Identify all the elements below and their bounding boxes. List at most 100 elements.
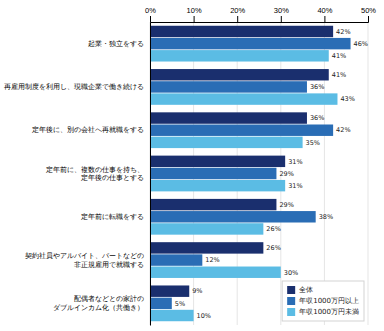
bar xyxy=(150,50,329,61)
legend-swatch xyxy=(287,297,295,305)
y-tick-label-line: 起業・独立をする xyxy=(88,40,144,48)
y-tick-label: 定年前に転職をする xyxy=(81,213,144,221)
x-tick-label: 50% xyxy=(361,6,376,15)
x-tick-label: 0% xyxy=(145,6,156,15)
bar xyxy=(150,310,194,321)
y-tick-label-line: ダブルインカム化（共働き） xyxy=(53,304,144,312)
x-tick-mark xyxy=(368,16,369,22)
grid-line xyxy=(150,22,151,325)
y-tick-label: 契約社員やアルバイト、パートなどの非正規雇用で就職する xyxy=(25,252,144,268)
x-tick-label: 30% xyxy=(274,6,289,15)
bar xyxy=(150,93,337,104)
bar xyxy=(150,199,276,210)
data-label: 42% xyxy=(336,28,350,36)
y-tick: 定年後に、別の会社へ再就職をする xyxy=(32,126,150,134)
legend-label: 年収1000万円未満 xyxy=(299,308,359,316)
y-axis: 起業・独立をする再雇用制度を利用し、現職企業で働き続ける定年後に、別の会社へ再就… xyxy=(4,23,151,326)
x-tick: 40% xyxy=(317,6,332,22)
bars xyxy=(150,26,351,321)
x-tick: 0% xyxy=(145,6,156,22)
x-tick: 50% xyxy=(361,6,376,22)
y-tick-label-line: 非正規雇用で就職する xyxy=(74,261,144,269)
y-axis-line xyxy=(150,23,151,326)
bar xyxy=(150,211,316,222)
data-label: 29% xyxy=(279,170,293,178)
data-label: 36% xyxy=(310,83,324,91)
data-label: 41% xyxy=(332,52,346,60)
x-tick-label: 40% xyxy=(317,6,332,15)
y-tick-label-line: 再雇用制度を利用し、現職企業で働き続ける xyxy=(4,83,144,91)
x-tick-label: 10% xyxy=(187,6,202,15)
bar xyxy=(150,112,307,123)
data-label: 43% xyxy=(340,95,354,103)
legend-swatch xyxy=(287,308,295,316)
data-label: 31% xyxy=(288,158,302,166)
y-tick: 定年前に転職をする xyxy=(81,213,150,221)
y-tick: 契約社員やアルバイト、パートなどの非正規雇用で就職する xyxy=(25,252,150,268)
data-label: 38% xyxy=(319,213,333,221)
x-tick-mark xyxy=(194,16,195,22)
bar xyxy=(150,168,276,179)
data-label: 10% xyxy=(197,312,211,320)
data-label: 41% xyxy=(332,71,346,79)
bar xyxy=(150,81,307,92)
y-tick-label-line: 定年後に、別の会社へ再就職をする xyxy=(32,126,144,134)
x-axis-line xyxy=(151,16,369,23)
bar xyxy=(150,124,333,135)
y-tick-label-line: 定年後の仕事とする xyxy=(81,174,144,182)
bar xyxy=(150,298,172,309)
bar xyxy=(150,69,329,80)
bar xyxy=(150,156,285,167)
x-tick-mark xyxy=(150,16,151,22)
bar xyxy=(150,242,263,253)
data-label: 31% xyxy=(288,182,302,190)
y-tick-label-line: 定年前に転職をする xyxy=(81,213,144,221)
y-tick: 起業・独立をする xyxy=(88,40,150,48)
data-label: 36% xyxy=(310,114,324,122)
legend: 全体年収1000万円以上年収1000万円未満 xyxy=(282,281,364,321)
bar xyxy=(150,285,189,296)
data-label: 46% xyxy=(354,40,368,48)
x-tick-mark xyxy=(324,16,325,22)
plot-area: 42% 41% 36% 31% 29% 26% 9% 46% 36% 42% 29% 38% 12% 5%… xyxy=(4,6,376,326)
data-label: 5% xyxy=(175,300,185,308)
x-tick: 30% xyxy=(274,6,289,22)
legend-item: 全体 xyxy=(287,286,313,294)
data-label: 29% xyxy=(279,201,293,209)
bar xyxy=(150,26,333,37)
bar xyxy=(150,180,285,191)
bar xyxy=(150,137,303,148)
grid-line xyxy=(324,22,325,325)
x-tick: 10% xyxy=(187,6,202,22)
data-label: 26% xyxy=(266,225,280,233)
data-label: 42% xyxy=(336,126,350,134)
x-tick-mark xyxy=(281,16,282,22)
grid xyxy=(150,22,368,325)
y-tick: 定年前に、複数の仕事を持ち、定年後の仕事とする xyxy=(46,166,150,182)
legend-frame xyxy=(282,281,364,321)
legend-label: 全体 xyxy=(299,286,313,294)
y-tick-label-line: 契約社員やアルバイト、パートなどの xyxy=(25,252,144,260)
y-tick: 配偶者などとの家計のダブルインカム化（共働き） xyxy=(53,295,150,311)
y-tick-label: 定年前に、複数の仕事を持ち、定年後の仕事とする xyxy=(46,166,144,182)
legend-item: 年収1000万円未満 xyxy=(287,308,359,316)
data-label: 12% xyxy=(205,256,219,264)
legend-swatch xyxy=(287,286,295,294)
chart-svg: 42% 41% 36% 31% 29% 26% 9% 46% 36% 42% 29% 38% 12% 5%… xyxy=(0,0,384,331)
data-label: 30% xyxy=(284,269,298,277)
bar xyxy=(150,38,351,49)
y-tick-label: 定年後に、別の会社へ再就職をする xyxy=(32,126,144,134)
y-tick-label-line: 配偶者などとの家計の xyxy=(74,295,144,303)
x-tick-label: 20% xyxy=(230,6,245,15)
data-labels: 42% 41% 36% 31% 29% 26% 9% 46% 36% 42% 29% 38% 12% 5%… xyxy=(175,28,368,320)
y-tick-label: 配偶者などとの家計のダブルインカム化（共働き） xyxy=(53,295,144,311)
y-tick-label: 再雇用制度を利用し、現職企業で働き続ける xyxy=(4,83,144,91)
data-label: 9% xyxy=(192,287,202,295)
x-tick: 20% xyxy=(230,6,245,22)
legend-item: 年収1000万円以上 xyxy=(287,297,359,305)
y-tick-label-line: 定年前に、複数の仕事を持ち、 xyxy=(46,166,144,174)
x-tick-mark xyxy=(237,16,238,22)
y-tick-label: 起業・独立をする xyxy=(88,40,144,48)
data-label: 26% xyxy=(266,244,280,252)
grid-line xyxy=(368,22,369,325)
